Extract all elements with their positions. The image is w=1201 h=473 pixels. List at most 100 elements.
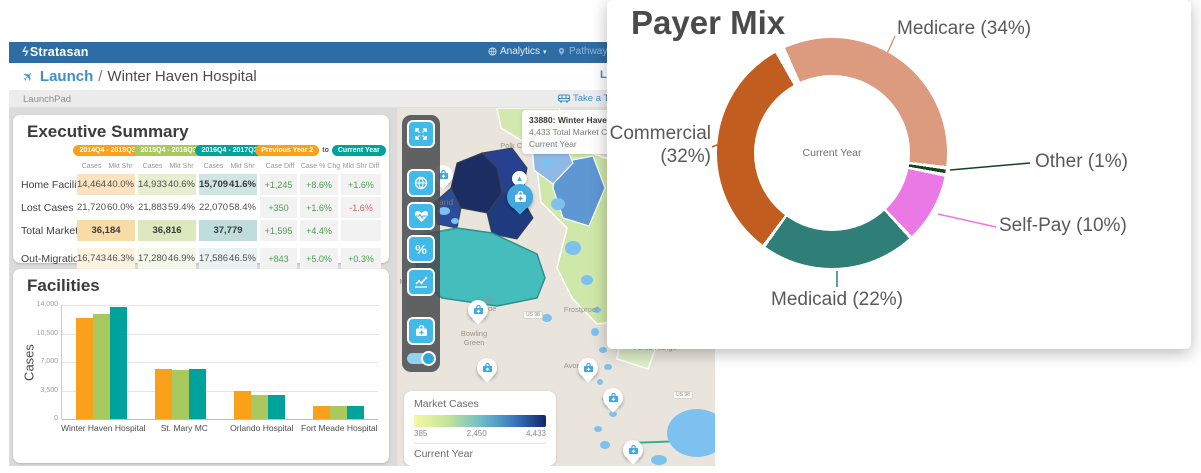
diff-cell: -1.6% [341, 197, 381, 218]
bar[interactable] [251, 394, 268, 419]
bar-group [62, 305, 141, 419]
medical-bag-icon [482, 363, 492, 373]
map-toolbar: % [402, 115, 440, 372]
cluster-expand-chip[interactable]: ▲ [512, 171, 527, 186]
chevron-up-icon: ▲ [515, 174, 524, 183]
hospital-marker[interactable] [477, 358, 497, 378]
table-cell: 46.5% [228, 248, 260, 269]
table-cell: 21,720 [76, 202, 107, 213]
slice-label-other: Other (1%) [1035, 151, 1128, 172]
tab-launchpad[interactable]: LaunchPad [23, 94, 72, 105]
table-cell: 14,933 [138, 174, 167, 195]
top-navbar: ϟStratasan Analytics ▾ Pathways [9, 42, 715, 63]
hospital-marker[interactable] [468, 300, 488, 320]
city-label: Frostproof [563, 305, 599, 314]
geography-button[interactable] [407, 169, 435, 197]
legend-ticks: 385 2,450 4,433 [414, 429, 546, 438]
table-cell: 36,184 [77, 220, 138, 241]
tooltip-title: 33880: Winter Have [529, 115, 607, 125]
diff-cell: +350 [260, 197, 300, 218]
medical-bag-icon [514, 191, 526, 202]
col-header: Case Diff [265, 162, 295, 170]
legend-max: 4,433 [525, 429, 546, 438]
hospital-marker[interactable] [623, 440, 643, 460]
main-content: Executive Summary 2014Q4 - 2015Q3 2015Q4… [9, 108, 715, 466]
medical-bag-icon [473, 305, 483, 315]
facilities-title: Facilities [27, 276, 100, 295]
bar[interactable] [172, 369, 189, 419]
diff-cell: +0.3% [341, 248, 381, 269]
percent-button[interactable]: % [407, 235, 435, 263]
y-tick: 0 [54, 415, 58, 422]
legend-gradient-bar [414, 415, 546, 427]
col-header: Cases [81, 162, 102, 170]
bar[interactable] [93, 313, 110, 419]
table-cell: 21,883 [137, 202, 168, 213]
bar[interactable] [234, 391, 251, 419]
bar[interactable] [347, 406, 364, 419]
breadcrumb-separator: / [98, 68, 103, 85]
bar[interactable] [76, 318, 93, 419]
breadcrumb: ✈ Launch / Winter Haven Hospital L [9, 63, 715, 90]
take-a-tour-link[interactable]: Take a Tour [558, 93, 622, 104]
brand-name: Stratasan [29, 45, 89, 59]
nav-analytics[interactable]: Analytics ▾ [488, 46, 547, 57]
selected-hospital-marker[interactable] [507, 184, 533, 210]
hospital-marker[interactable] [603, 388, 623, 408]
medical-bag-icon [608, 393, 618, 403]
hospital-marker[interactable] [578, 358, 598, 378]
donut-hole: Current Year [754, 75, 910, 231]
nav-analytics-label: Analytics [500, 46, 541, 57]
gridline: 7,000 [40, 358, 378, 365]
bar[interactable] [330, 406, 347, 419]
table-cell: 16,743 [77, 248, 106, 269]
col-header: Cases [142, 162, 163, 170]
trend-button[interactable] [407, 268, 435, 296]
breadcrumb-launch-link[interactable]: Launch [39, 68, 94, 85]
choropleth-region[interactable] [552, 155, 606, 227]
city-label: Bowling Green [460, 329, 488, 347]
col-header: Cases [203, 162, 224, 170]
expand-map-button[interactable] [407, 120, 435, 148]
bar[interactable] [189, 369, 206, 419]
toggle-knob[interactable] [421, 351, 436, 366]
leader-line-selfpay [937, 213, 997, 228]
bar[interactable] [155, 369, 172, 419]
payer-mix-donut[interactable]: Current Year [717, 38, 947, 268]
medical-bag-icon [415, 325, 427, 336]
row-label: Out-Migration [21, 252, 85, 265]
facilities-chart-card: Facilities Cases 14,000 10,500 7,000 3,5… [13, 269, 389, 463]
leader-line-other [949, 162, 1031, 171]
slice-label-commercial: Commercial (32%) [609, 123, 711, 167]
table-cell: 58.4% [229, 202, 256, 213]
stratasan-logo[interactable]: ϟStratasan [22, 45, 89, 59]
y-tick: 3,500 [40, 386, 58, 394]
bar[interactable] [313, 405, 330, 419]
period-pill-1: 2014Q4 - 2015Q3 [73, 143, 142, 158]
bar[interactable] [268, 395, 285, 419]
legend-min: 385 [414, 429, 428, 438]
col-header: Case % Chg [300, 162, 341, 170]
diff-cell: +1.6% [341, 174, 381, 195]
bar[interactable] [110, 306, 127, 419]
table-cell: 59.4% [168, 202, 195, 213]
take-a-tour-label: Take a Tour [573, 93, 622, 104]
tour-bus-icon [558, 94, 570, 103]
globe-icon [488, 47, 497, 56]
diff-cell [341, 220, 381, 241]
diff-cell: +843 [260, 248, 300, 269]
percent-icon: % [415, 241, 427, 257]
diff-cell: +8.6% [300, 174, 341, 195]
bar-series [62, 305, 378, 419]
medical-bag-icon [628, 445, 638, 455]
nav-pathways[interactable]: Pathways [557, 46, 612, 57]
map-legend: Market Cases 385 2,450 4,433 Current Yea… [404, 391, 556, 466]
facilities-layer-button[interactable] [407, 317, 435, 345]
gridline: 14,000 [37, 301, 378, 308]
y-tick: 10,500 [36, 329, 58, 337]
layer-toggle[interactable] [407, 351, 436, 366]
table-cell: 17,586 [199, 248, 228, 269]
lakes [423, 158, 715, 465]
service-line-button[interactable] [407, 202, 435, 230]
table-cell: 41.6% [228, 174, 260, 195]
